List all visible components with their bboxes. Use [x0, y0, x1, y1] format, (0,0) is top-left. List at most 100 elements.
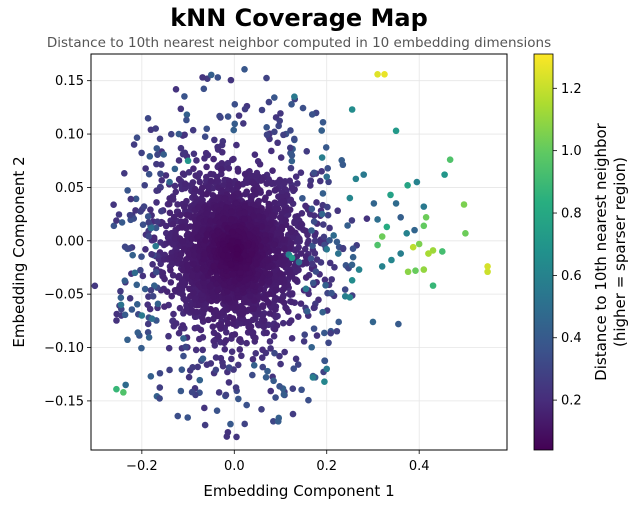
scatter-point	[147, 373, 155, 380]
scatter-point	[185, 212, 193, 219]
scatter-point	[241, 202, 249, 210]
scatter-point	[182, 297, 190, 305]
scatter-point	[249, 355, 257, 363]
outlier-point	[318, 210, 326, 218]
scatter-point	[265, 299, 272, 307]
scatter-point	[307, 177, 315, 184]
chart-title: kNN Coverage Map	[170, 4, 428, 32]
colorbar-tick-label: 0.2	[561, 394, 582, 409]
scatter-point	[270, 332, 278, 340]
scatter-point	[199, 346, 207, 354]
scatter-point	[176, 304, 184, 312]
scatter-point	[258, 405, 265, 413]
scatter-point	[322, 282, 329, 289]
scatter-point	[178, 224, 186, 231]
scatter-point	[178, 366, 186, 373]
scatter-point	[276, 269, 284, 277]
scatter-point	[310, 169, 318, 177]
outlier-point	[411, 226, 418, 234]
scatter-point	[189, 364, 196, 371]
scatter-point	[324, 211, 332, 219]
scatter-point	[326, 259, 334, 267]
scatter-point	[220, 181, 227, 189]
scatter-point	[286, 177, 294, 185]
scatter-point	[305, 290, 312, 298]
scatter-point	[180, 203, 188, 211]
scatter-point	[204, 183, 212, 191]
scatter-point	[153, 145, 161, 152]
outlier-point	[392, 127, 400, 135]
scatter-point	[249, 330, 256, 338]
scatter-point	[348, 261, 356, 269]
scatter-point	[121, 277, 129, 284]
scatter-point	[292, 213, 299, 221]
scatter-point	[144, 213, 152, 220]
scatter-point	[220, 215, 227, 223]
scatter-point	[259, 346, 266, 354]
scatter-point	[318, 127, 326, 134]
scatter-point	[263, 124, 270, 131]
outlier-point	[429, 282, 437, 289]
outlier-point	[374, 241, 381, 249]
scatter-point	[275, 122, 282, 130]
scatter-point	[289, 410, 297, 418]
scatter-point	[309, 279, 317, 287]
scatter-point	[148, 250, 155, 258]
scatter-point	[260, 323, 268, 331]
scatter-point	[308, 205, 316, 213]
outlier-point	[323, 246, 331, 253]
scatter-point	[144, 320, 152, 328]
outlier-point	[360, 171, 368, 178]
scatter-point	[110, 201, 117, 208]
scatter-point	[202, 237, 209, 244]
scatter-point	[297, 169, 305, 177]
scatter-point	[250, 361, 258, 369]
scatter-point	[249, 212, 257, 220]
scatter-point	[215, 194, 223, 202]
scatter-point	[257, 177, 265, 184]
scatter-point	[129, 251, 136, 259]
outlier-point	[378, 263, 386, 270]
scatter-point	[265, 290, 273, 298]
scatter-point	[156, 369, 164, 377]
scatter-point	[201, 421, 209, 429]
scatter-point	[301, 331, 309, 339]
scatter-point	[281, 348, 288, 356]
outlier-point	[441, 171, 448, 178]
scatter-point	[147, 286, 155, 294]
scatter-point	[321, 276, 329, 284]
scatter-point	[260, 295, 268, 302]
scatter-point	[186, 285, 193, 293]
scatter-point	[339, 161, 347, 169]
scatter-point	[319, 308, 326, 316]
scatter-point	[192, 172, 200, 179]
y-axis: −0.15 −0.10 −0.05 0.00 0.05 0.10 0.15	[44, 74, 91, 409]
scatter-point	[325, 339, 332, 347]
scatter-point	[227, 260, 234, 268]
scatter-point	[212, 354, 220, 361]
scatter-point	[194, 233, 201, 241]
scatter-point	[216, 219, 223, 227]
scatter-point	[232, 384, 240, 391]
scatter-point	[217, 320, 225, 328]
scatter-point	[263, 180, 271, 188]
scatter-point	[249, 172, 256, 180]
scatter-point	[213, 177, 221, 185]
scatter-point	[286, 268, 293, 276]
scatter-point	[153, 199, 160, 206]
plot-frame	[90, 53, 508, 451]
scatter-point	[196, 335, 203, 343]
scatter-point	[294, 180, 301, 187]
outlier-point	[288, 254, 296, 262]
scatter-point	[256, 160, 264, 168]
scatter-point	[149, 261, 156, 268]
scatter-point	[317, 177, 324, 185]
scatter-point	[235, 395, 242, 403]
scatter-point	[227, 215, 235, 223]
scatter-point	[183, 306, 191, 314]
scatter-point	[153, 160, 160, 168]
scatter-point	[224, 224, 231, 232]
scatter-point	[287, 196, 295, 204]
outlier-point	[117, 301, 125, 309]
